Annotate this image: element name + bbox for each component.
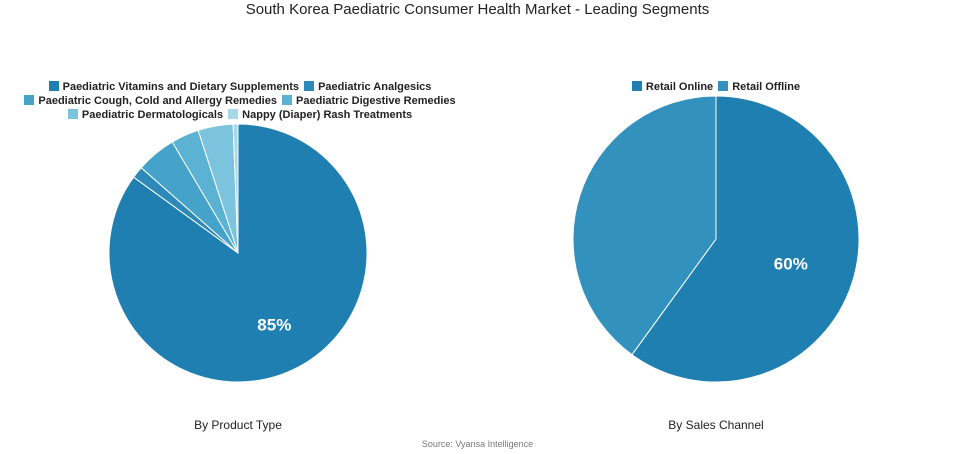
pie-sales-channel: 60% <box>572 95 860 383</box>
legend-item: Nappy (Diaper) Rash Treatments <box>228 108 412 122</box>
legend-item: Paediatric Vitamins and Dietary Suppleme… <box>48 80 299 94</box>
legend-swatch <box>282 95 293 105</box>
caption-sales-channel: By Sales Channel <box>668 418 764 432</box>
legend-product-type: Paediatric Vitamins and Dietary Suppleme… <box>10 80 470 122</box>
legend-swatch <box>718 81 729 91</box>
legend-swatch <box>228 109 239 119</box>
caption-product-type: By Product Type <box>194 418 282 432</box>
pie-slice <box>572 95 717 356</box>
legend-item: Retail Offline <box>718 80 800 94</box>
legend-label: Nappy (Diaper) Rash Treatments <box>242 109 413 121</box>
legend-label: Paediatric Cough, Cold and Allergy Remed… <box>38 95 277 107</box>
legend-swatch <box>304 81 315 91</box>
legend-swatch <box>67 109 78 119</box>
legend-swatch <box>48 81 59 91</box>
source-note: Source: Vyansa Intelligence <box>421 439 534 449</box>
legend-item: Paediatric Dermatologicals <box>67 108 224 122</box>
legend-label: Paediatric Vitamins and Dietary Suppleme… <box>62 81 299 93</box>
legend-sales-channel: Retail Online Retail Offline <box>566 80 866 94</box>
legend-label: Retail Offline <box>732 81 801 93</box>
legend-item: Paediatric Digestive Remedies <box>282 94 456 108</box>
pie-slice <box>631 95 860 383</box>
legend-label: Retail Online <box>645 81 714 93</box>
pie-product-type: 85% <box>108 123 368 383</box>
chart-title: South Korea Paediatric Consumer Health M… <box>245 1 710 18</box>
legend-swatch <box>631 81 642 91</box>
pie-slice <box>232 123 239 254</box>
legend-item: Paediatric Analgesics <box>304 80 431 94</box>
slice-data-label: 60% <box>774 254 808 273</box>
legend-item: Retail Online <box>631 80 714 94</box>
legend-label: Paediatric Digestive Remedies <box>296 95 456 107</box>
legend-label: Paediatric Dermatologicals <box>81 109 224 121</box>
slice-data-label: 85% <box>257 315 291 334</box>
legend-label: Paediatric Analgesics <box>318 81 432 93</box>
legend-item: Paediatric Cough, Cold and Allergy Remed… <box>24 94 277 108</box>
legend-swatch <box>24 95 35 105</box>
